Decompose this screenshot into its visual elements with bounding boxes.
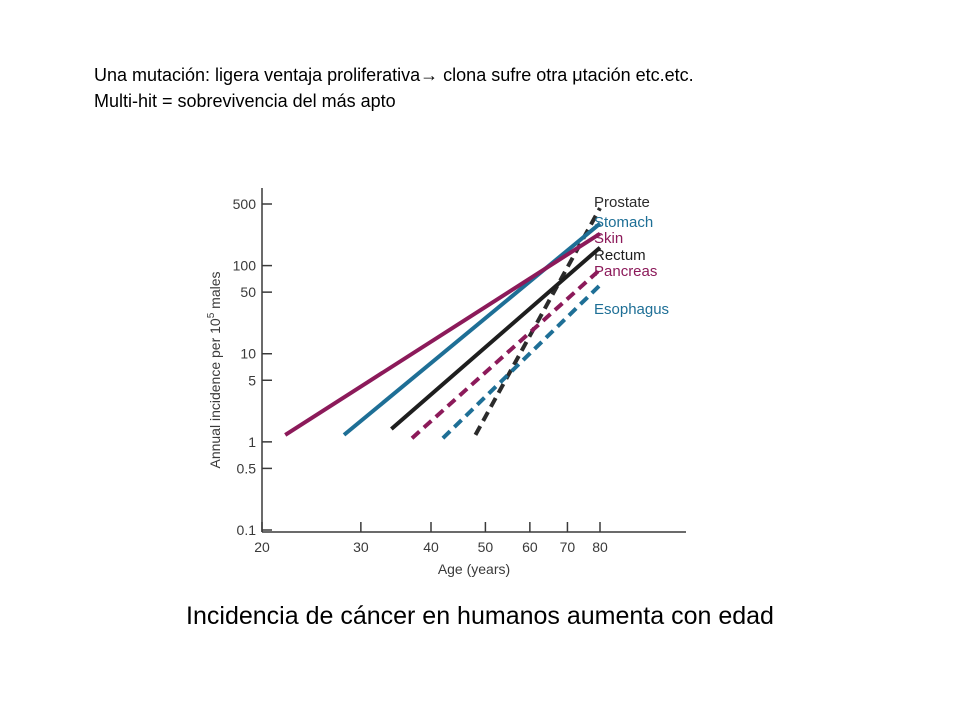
series-line-skin (284, 232, 602, 437)
slide-header: Una mutación: ligera ventaja proliferati… (94, 62, 914, 114)
x-tick-label: 60 (522, 539, 538, 555)
chart-axes: 0.1 0.5 1 5 10 50 100 500 20 30 40 50 60 70 80 Age (yea… (206, 188, 686, 577)
x-tick-label: 50 (478, 539, 494, 555)
series-line-prostate (473, 207, 602, 436)
x-tick-label: 80 (592, 539, 608, 555)
y-tick-label: 500 (233, 196, 257, 212)
header-line-1-part-b: clona sufre otra (438, 65, 573, 85)
y-tick-label: 10 (240, 346, 256, 362)
series-line-stomach (342, 222, 602, 437)
mu-symbol: μ (572, 65, 583, 85)
y-axis-title-suffix: males (207, 271, 223, 312)
y-tick-label: 0.5 (237, 460, 257, 476)
series-line-rectum (390, 246, 602, 431)
slide-caption: Incidencia de cáncer en humanos aumenta … (186, 602, 774, 630)
legend-label-pancreas: Pancreas (594, 263, 657, 280)
y-tick-label: 50 (240, 284, 256, 300)
x-axis-title: Age (years) (438, 561, 510, 577)
x-tick-label: 70 (560, 539, 576, 555)
series-line-esophagus (441, 283, 602, 440)
legend-label-stomach: Stomach (594, 214, 653, 231)
header-line-1-part-c: tación etc.etc. (582, 65, 694, 85)
legend-label-esophagus: Esophagus (594, 301, 669, 318)
y-axis-title: Annual incidence per 105 males (206, 271, 223, 468)
legend-label-skin: Skin (594, 230, 623, 247)
series-line-pancreas (410, 268, 602, 440)
y-tick-label: 1 (248, 434, 256, 450)
header-line-1: Una mutación: ligera ventaja proliferati… (94, 62, 914, 88)
chart-series-layer (284, 207, 602, 440)
x-tick-label: 30 (353, 539, 369, 555)
y-tick-label: 5 (248, 372, 256, 388)
legend-label-rectum: Rectum (594, 247, 646, 264)
y-tick-label: 0.1 (237, 522, 257, 538)
header-line-2: Multi-hit = sobrevivencia del más apto (94, 91, 396, 111)
legend-label-prostate: Prostate (594, 194, 650, 211)
y-axis-title-prefix: Annual incidence per 10 (207, 318, 223, 468)
y-tick-label: 100 (233, 258, 257, 274)
arrow-symbol: → (420, 65, 439, 85)
x-tick-label: 40 (423, 539, 439, 555)
x-tick-label: 20 (254, 539, 270, 555)
y-axis-title-sup: 5 (206, 312, 217, 318)
header-line-1-part-a: Una mutación: ligera ventaja proliferati… (94, 65, 421, 85)
